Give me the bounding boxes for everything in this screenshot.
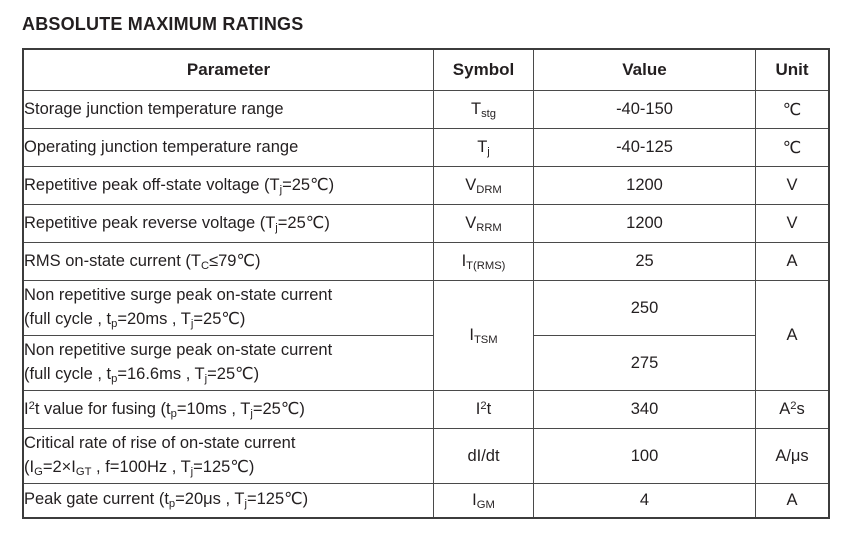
value-cell: 275 xyxy=(533,335,756,391)
param-cell: RMS on-state current (TC≤79℃) xyxy=(22,242,434,281)
unit-cell: V xyxy=(755,166,830,205)
param-cell: Peak gate current (tp=20μs , Tj=125℃) xyxy=(22,483,434,518)
symbol-cell: IT(RMS) xyxy=(433,242,534,281)
value-cell: -40-125 xyxy=(533,128,756,167)
symbol-cell: Tj xyxy=(433,128,534,167)
col-header-value: Value xyxy=(533,48,756,91)
table-row: RMS on-state current (TC≤79℃) IT(RMS) 25… xyxy=(22,242,830,281)
symbol-cell: IGM xyxy=(433,483,534,518)
value-cell: 100 xyxy=(533,428,756,484)
unit-cell: A xyxy=(755,483,830,518)
param-cell: Non repetitive surge peak on-state curre… xyxy=(22,335,434,391)
absolute-maximum-ratings-table: Parameter Symbol Value Unit Storage junc… xyxy=(22,48,830,519)
symbol-cell: I2t xyxy=(433,390,534,429)
value-cell: -40-150 xyxy=(533,90,756,129)
table-row: Repetitive peak off-state voltage (Tj=25… xyxy=(22,166,830,205)
table-header-row: Parameter Symbol Value Unit xyxy=(22,48,830,91)
unit-cell: A/μs xyxy=(755,428,830,484)
col-header-parameter: Parameter xyxy=(22,48,434,91)
table-row: Non repetitive surge peak on-state curre… xyxy=(22,280,830,391)
unit-cell: ℃ xyxy=(755,128,830,167)
value-cell: 4 xyxy=(533,483,756,518)
table-row: I2t value for fusing (tp=10ms , Tj=25℃) … xyxy=(22,390,830,429)
symbol-cell: dI/dt xyxy=(433,428,534,484)
symbol-cell: ITSM xyxy=(433,280,534,391)
page-title: ABSOLUTE MAXIMUM RATINGS xyxy=(22,14,304,34)
param-cell: Operating junction temperature range xyxy=(22,128,434,167)
unit-cell: A xyxy=(755,242,830,281)
table-row: Storage junction temperature range Tstg … xyxy=(22,90,830,129)
unit-cell: A2s xyxy=(755,390,830,429)
table-row: Peak gate current (tp=20μs , Tj=125℃) IG… xyxy=(22,483,830,518)
symbol-cell: VDRM xyxy=(433,166,534,205)
param-cell: Critical rate of rise of on-state curren… xyxy=(22,428,434,484)
value-cell: 1200 xyxy=(533,204,756,243)
param-cell: I2t value for fusing (tp=10ms , Tj=25℃) xyxy=(22,390,434,429)
unit-cell: A xyxy=(755,280,830,391)
unit-cell: ℃ xyxy=(755,90,830,129)
col-header-symbol: Symbol xyxy=(433,48,534,91)
value-cell: 340 xyxy=(533,390,756,429)
table-row: Critical rate of rise of on-state curren… xyxy=(22,428,830,484)
value-cell: 250 xyxy=(533,280,756,336)
table-row: Non repetitive surge peak on-state curre… xyxy=(22,335,829,391)
unit-cell: V xyxy=(755,204,830,243)
table-row: Operating junction temperature range Tj … xyxy=(22,128,830,167)
value-cell: 25 xyxy=(533,242,756,281)
param-cell: Non repetitive surge peak on-state curre… xyxy=(22,280,434,336)
value-cell: 1200 xyxy=(533,166,756,205)
param-cell: Storage junction temperature range xyxy=(22,90,434,129)
param-cell: Repetitive peak off-state voltage (Tj=25… xyxy=(22,166,434,205)
table-row: Repetitive peak reverse voltage (Tj=25℃)… xyxy=(22,204,830,243)
symbol-cell: VRRM xyxy=(433,204,534,243)
symbol-cell: Tstg xyxy=(433,90,534,129)
col-header-unit: Unit xyxy=(755,48,830,91)
param-cell: Repetitive peak reverse voltage (Tj=25℃) xyxy=(22,204,434,243)
